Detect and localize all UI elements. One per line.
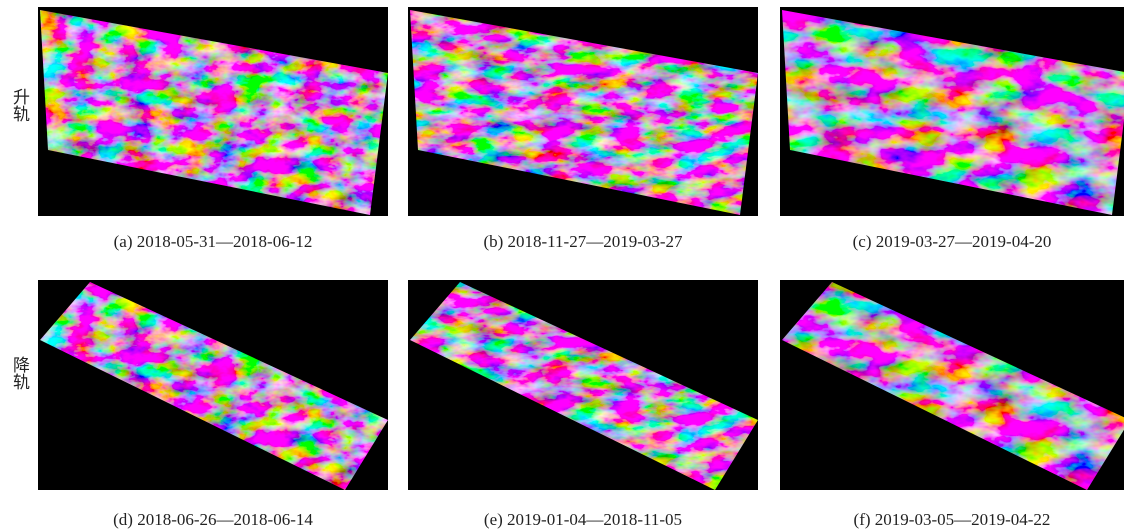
panel-caption: (a) 2018-05-31—2018-06-12	[33, 232, 393, 252]
interferogram	[780, 7, 1124, 216]
panel-caption: (b) 2018-11-27—2019-03-27	[403, 232, 763, 252]
interferogram	[780, 280, 1124, 490]
interferogram	[38, 280, 388, 490]
row-label: 降轨	[8, 356, 30, 390]
interferogram	[38, 7, 388, 216]
figure: 升轨 降轨 (a) 2018-05-31—2018-06-12 (b) 2018-…	[0, 0, 1125, 531]
panel-caption: (e) 2019-01-04—2018-11-05	[403, 510, 763, 530]
panel-caption: (f) 2019-03-05—2019-04-22	[772, 510, 1125, 530]
interferogram	[408, 7, 758, 216]
panel-caption: (c) 2019-03-27—2019-04-20	[772, 232, 1125, 252]
interferogram	[408, 280, 758, 490]
panel-caption: (d) 2018-06-26—2018-06-14	[33, 510, 393, 530]
row-label: 升轨	[8, 88, 30, 122]
